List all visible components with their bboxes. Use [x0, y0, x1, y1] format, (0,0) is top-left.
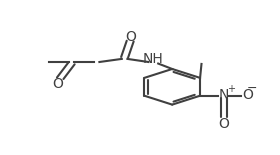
Text: O: O — [242, 88, 253, 102]
Text: O: O — [52, 77, 63, 91]
Text: O: O — [125, 30, 136, 44]
Text: +: + — [227, 84, 235, 94]
Text: O: O — [218, 117, 229, 131]
Text: N: N — [219, 88, 229, 102]
Text: NH: NH — [142, 52, 163, 66]
Text: −: − — [247, 82, 257, 95]
